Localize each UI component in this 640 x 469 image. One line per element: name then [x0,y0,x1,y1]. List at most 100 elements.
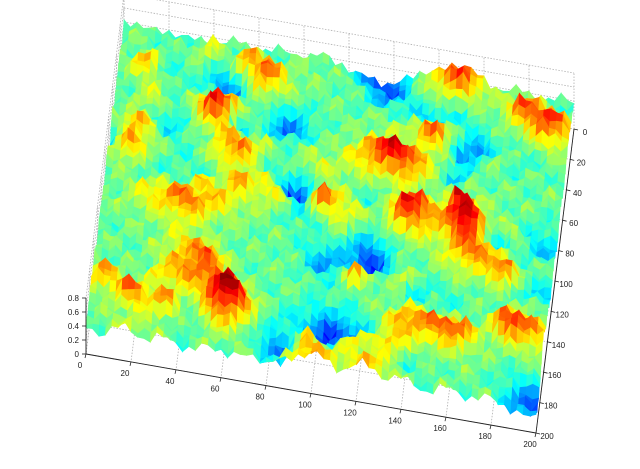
surface-patch [470,343,477,355]
surface-patch [188,35,195,44]
surface-patch [248,63,255,76]
surface-patch [364,302,371,313]
y-tick-mark [559,251,563,252]
surface-patch [376,207,383,217]
x-tick-label: 160 [433,424,447,433]
surface-patch [530,411,537,416]
surface-patch [488,200,495,210]
surface-patch [349,150,356,159]
surface-patch [413,277,420,286]
surface-patch [146,98,153,104]
surface-patch [472,389,479,401]
surface-patch [331,307,338,322]
x-tick-mark [535,433,536,437]
surface-patch [497,136,504,148]
surface-patch [244,106,251,113]
surface-patch [247,348,254,355]
surface-patch [172,108,179,117]
surface-patch [278,202,285,212]
surface-patch [355,219,362,234]
surface-patch [143,124,150,134]
x-tick-label: 40 [166,377,175,386]
y-tick-mark [566,190,570,191]
surface-patch [445,224,452,239]
surface-patch [552,165,559,169]
x-tick-label: 60 [211,385,220,394]
surface-patch [170,278,177,286]
surface-patch [369,320,376,332]
surface-patch [326,295,333,308]
y-tick-mark [574,129,578,130]
surface-patch [461,364,468,373]
surface-patch [511,115,518,126]
x-tick-label: 20 [121,369,130,378]
surface-patch [451,136,458,146]
surface-patch [245,300,252,311]
x-tick-label: 120 [343,408,357,417]
surface-patch [92,324,99,336]
x-tick-label: 180 [478,432,492,441]
x-tick-label: 100 [298,401,312,410]
surface-patch [461,259,468,268]
surface-patch [506,378,513,388]
surface-mesh [86,20,574,416]
x-tick-mark [175,370,176,374]
surface-patch [369,364,376,370]
surface-patch [244,313,251,325]
y-tick-mark [563,220,567,221]
surface-patch [412,174,419,182]
surface-patch [524,236,531,243]
surface-patch [517,406,524,415]
surface-patch [189,340,196,351]
surface-patch [190,214,197,227]
surface-patch [424,125,431,137]
surface-patch [500,377,507,388]
surface-patch [478,387,485,400]
surface-patch [270,267,277,270]
x-tick-mark [310,394,311,398]
surface-patch [86,324,93,329]
surface-patch [161,289,168,296]
surface-patch [236,57,243,74]
surface-patch [498,320,505,336]
x-tick-label: 80 [256,393,265,402]
surface-patch [518,277,525,290]
surface-patch [379,238,386,252]
x-tick-mark [85,354,86,358]
surface-patch [202,122,209,136]
surface-patch [110,280,117,292]
surface-patch [190,65,197,74]
x-tick-mark [130,362,131,366]
surface-patch [443,348,450,359]
surface-patch [515,256,522,264]
surface-patch [134,45,141,50]
surface-patch [302,175,309,187]
surface-patch [435,103,442,108]
surface-patch [158,216,165,219]
surface-patch [440,270,447,282]
surface-patch [503,136,510,147]
surface-patch [400,216,407,235]
surface-patch [153,157,160,163]
x-tick-mark [220,378,221,382]
surface-patch [400,75,407,87]
surface-patch [433,166,440,173]
x-tick-mark [490,425,491,429]
surface-patch [217,314,224,327]
surface-patch [178,316,185,325]
surface-patch [425,179,432,189]
surface-patch [264,105,271,110]
surface-patch [541,201,548,208]
x-tick-mark [355,401,356,405]
surface-patch [398,346,405,351]
surface-patch [232,199,239,209]
surface-patch [473,262,480,276]
surface-patch [261,234,268,244]
surface-patch [181,297,188,309]
surface-patch [114,256,121,267]
surface-patch [476,195,483,202]
surface-patch [138,52,145,62]
y-tick-mark [570,159,574,160]
surface-patch [397,351,404,363]
